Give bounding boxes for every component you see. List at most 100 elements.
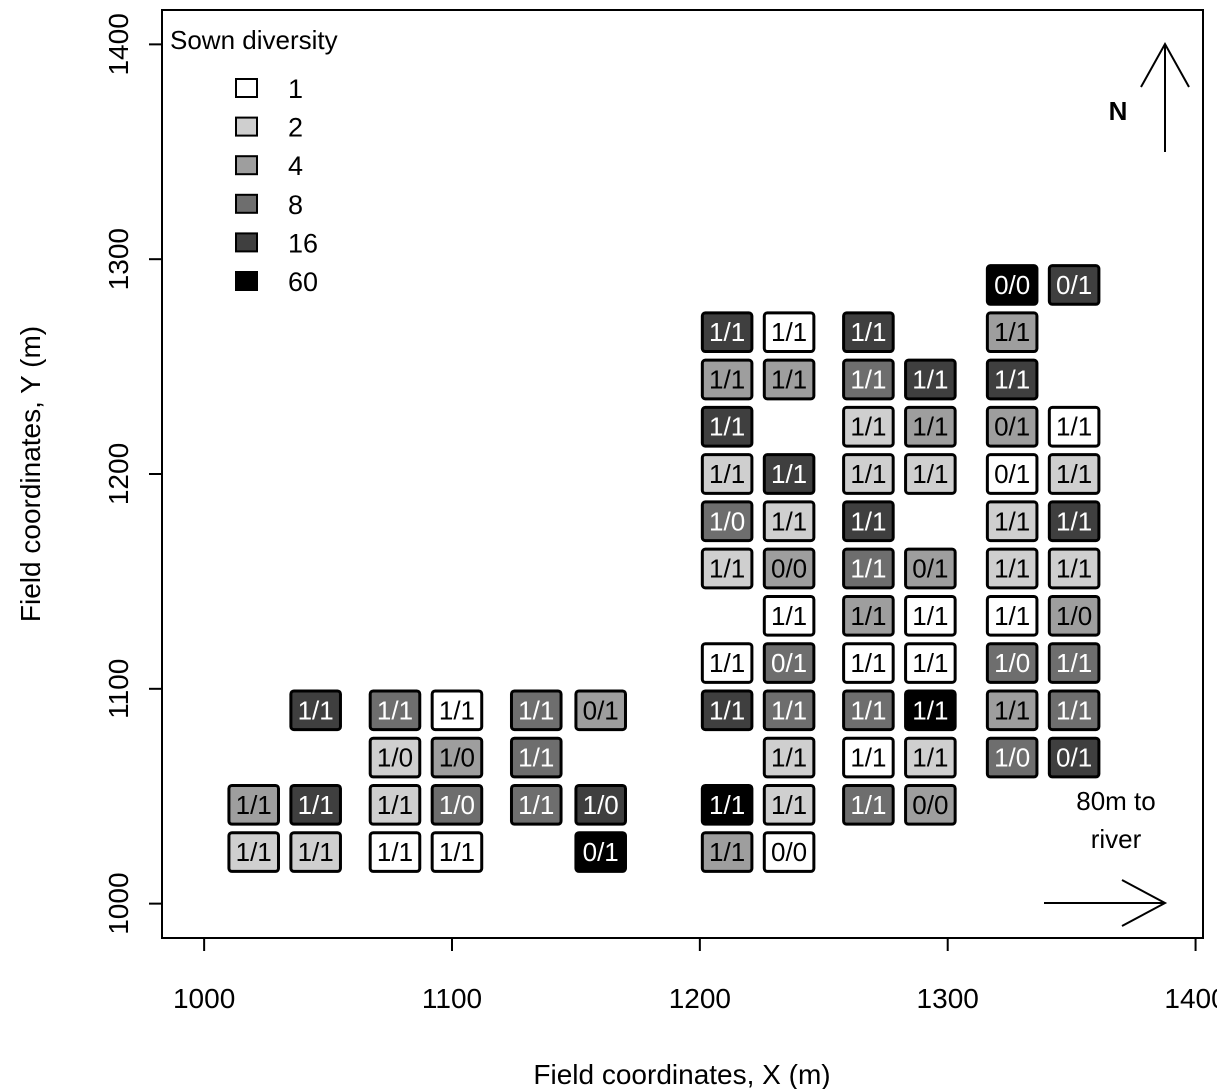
plot-cell-label: 1/1: [709, 364, 745, 394]
plot-cell-box: [762, 358, 816, 401]
plot-cell-label: 1/1: [771, 695, 807, 725]
plot-cell-label: 1/1: [377, 837, 413, 867]
plot-cell: 1/1: [842, 453, 895, 495]
plot-cell: 1/1: [904, 453, 957, 495]
plot-cell-box: [1047, 500, 1101, 543]
plot-cell-label: 1/0: [994, 743, 1030, 773]
plot-cell-label: 1/0: [1056, 601, 1092, 631]
plot-cell-label: 0/1: [1056, 270, 1092, 300]
y-axis-title: Field coordinates, Y (m): [15, 326, 46, 622]
plot-cell-box: [700, 547, 754, 590]
plot-cell: 1/1: [700, 358, 754, 401]
plot-cell-box: [289, 689, 342, 732]
plot-cell-box: [904, 405, 957, 448]
plot-cell: 0/1: [574, 689, 627, 732]
plot-cell-label: 1/1: [771, 506, 807, 536]
plot-cell-box: [842, 642, 895, 684]
plot-cell-box: [985, 311, 1039, 354]
plot-cell-label: 1/1: [912, 695, 948, 725]
plot-cell: 1/1: [227, 783, 280, 826]
plot-cell-label: 1/1: [298, 837, 334, 867]
plot-cell-label: 1/1: [298, 695, 334, 725]
x-tick-label: 1300: [917, 983, 979, 1014]
plot-cell: 1/1: [985, 311, 1039, 354]
plot-cell-box: [904, 547, 957, 590]
plot-cell-box: [430, 831, 484, 873]
plot-cell: 1/0: [368, 736, 422, 779]
plot-cell-box: [574, 689, 627, 732]
plot-cell: 0/0: [985, 264, 1039, 306]
plot-cell: 0/1: [574, 831, 627, 873]
plot-cell-label: 1/1: [518, 743, 554, 773]
plot-cell-label: 1/1: [771, 459, 807, 489]
plot-cell-label: 1/1: [709, 317, 745, 347]
plot-cell-box: [842, 783, 895, 826]
plot-cell: 0/1: [762, 642, 816, 684]
legend-swatch: [235, 155, 258, 176]
plot-cell-box: [368, 689, 422, 732]
plot-cell-box: [904, 689, 957, 732]
plot-cell: 1/0: [430, 783, 484, 826]
plot-cell: 1/0: [985, 736, 1039, 779]
plot-cell-label: 1/1: [850, 412, 886, 442]
plot-cell-box: [985, 264, 1039, 306]
plot-cell: 1/1: [1047, 500, 1101, 543]
plot-cell-box: [368, 736, 422, 779]
plot-cell: 1/1: [842, 547, 895, 590]
plot-cell-label: 0/0: [994, 270, 1030, 300]
plot-cell-label: 1/1: [850, 648, 886, 678]
plot-cell-label: 1/1: [771, 601, 807, 631]
plot-cell-label: 1/1: [1056, 554, 1092, 584]
plot-cell-box: [762, 689, 816, 732]
legend-swatch: [235, 78, 258, 98]
plot-cell-box: [700, 831, 754, 873]
plot-cell-label: 1/1: [709, 790, 745, 820]
plot-cell: 1/1: [762, 453, 816, 495]
plot-cell-label: 1/1: [709, 554, 745, 584]
plot-cell-box: [700, 783, 754, 826]
plot-cell-label: 1/1: [912, 412, 948, 442]
plot-cell-label: 1/1: [236, 837, 272, 867]
plot-cell-box: [904, 594, 957, 637]
plot-cell-box: [985, 500, 1039, 543]
plot-cell-box: [842, 547, 895, 590]
plot-cell-label: 1/1: [850, 506, 886, 536]
plot-cell-box: [430, 689, 484, 732]
plot-cell-label: 0/1: [994, 412, 1030, 442]
plot-cell-box: [1047, 264, 1101, 306]
plot-cell-label: 1/1: [912, 743, 948, 773]
legend-swatch: [235, 116, 258, 137]
plot-cell-label: 1/0: [439, 743, 475, 773]
plot-cell-label: 1/1: [912, 459, 948, 489]
plot-cell: 1/1: [842, 358, 895, 401]
plot-cell-box: [509, 783, 563, 826]
plot-cell: 1/1: [762, 500, 816, 543]
plot-cell-box: [985, 405, 1039, 448]
legend-title: Sown diversity: [170, 25, 338, 55]
plot-cell: 0/0: [762, 831, 816, 873]
plot-cell: 1/1: [430, 831, 484, 873]
plot-cell-box: [430, 783, 484, 826]
plot-cell-box: [430, 736, 484, 779]
plot-cell: 1/1: [509, 783, 563, 826]
plot-cell-box: [842, 594, 895, 637]
plot-cell: 0/1: [985, 453, 1039, 495]
plot-cell-box: [762, 500, 816, 543]
plot-cell-box: [700, 500, 754, 543]
plot-cell: 1/1: [700, 783, 754, 826]
plot-cell-box: [762, 311, 816, 354]
plot-cell: 0/1: [1047, 264, 1101, 306]
plot-cell-box: [904, 642, 957, 684]
plot-cell-label: 1/1: [850, 554, 886, 584]
plot-cell: 1/1: [700, 453, 754, 495]
plot-cell: 1/1: [289, 783, 342, 826]
plot-cell: 1/1: [700, 405, 754, 448]
plot-cell: 1/1: [904, 642, 957, 684]
plot-cell-box: [762, 783, 816, 826]
y-tick-label: 1300: [103, 228, 134, 290]
plot-cell-label: 1/1: [994, 601, 1030, 631]
plot-cell: 1/0: [700, 500, 754, 543]
plot-cell: 1/1: [700, 311, 754, 354]
river-note-line2: river: [1091, 824, 1142, 854]
plot-cell: 1/1: [1047, 547, 1101, 590]
